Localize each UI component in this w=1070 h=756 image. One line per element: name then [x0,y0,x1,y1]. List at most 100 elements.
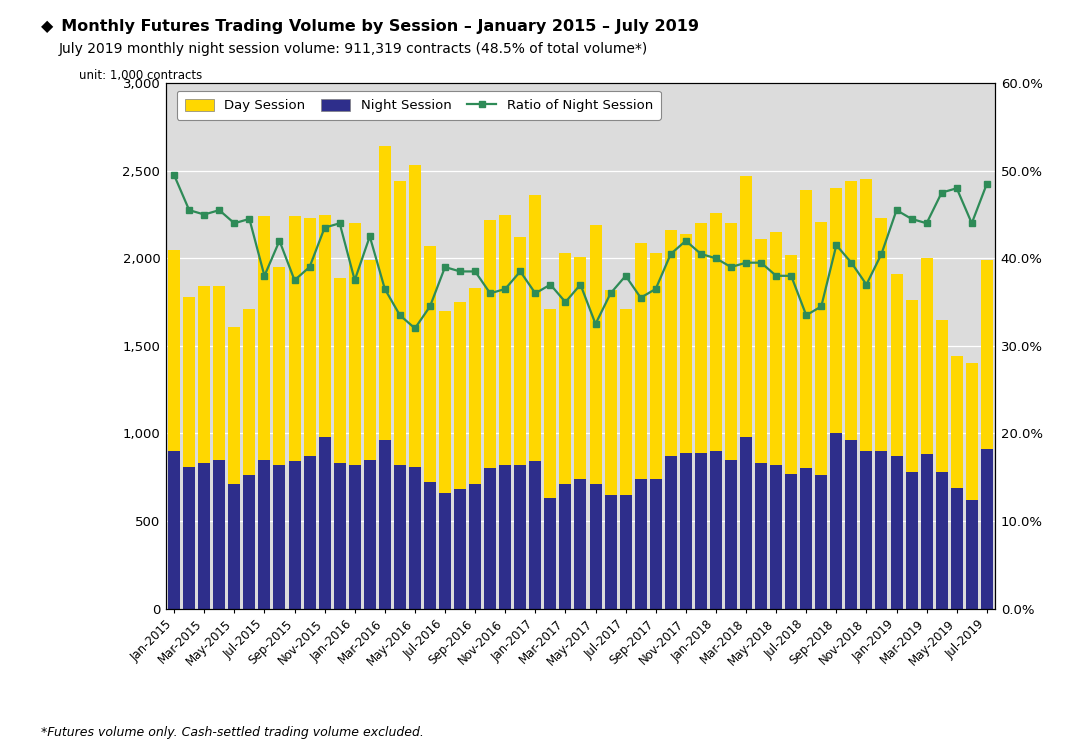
Bar [198,463,210,609]
Bar [213,460,226,609]
Bar [590,225,601,485]
Bar [920,454,933,609]
Bar [664,231,677,456]
Bar [649,253,661,479]
Bar [830,188,842,433]
Bar [845,441,857,609]
Bar [259,460,271,609]
Bar [545,309,556,498]
Bar [920,259,933,454]
Bar [183,466,195,609]
Bar [740,437,752,609]
Bar [725,223,737,460]
Bar [515,465,526,609]
Text: July 2019 monthly night session volume: 911,319 contracts (48.5% of total volume: July 2019 monthly night session volume: … [59,42,648,56]
Bar [770,465,782,609]
Bar [515,237,526,465]
Bar [620,309,631,494]
Bar [694,453,707,609]
Bar [935,320,948,472]
Bar [635,243,646,479]
Bar [469,485,482,609]
Bar [875,451,887,609]
Bar [469,288,482,485]
Bar [228,485,241,609]
Bar [905,472,918,609]
Bar [454,302,467,489]
Bar [800,469,812,609]
Bar [319,215,331,437]
Bar [349,223,361,465]
Bar [530,461,541,609]
Text: ◆ Monthly Futures Trading Volume by Session – January 2015 – July 2019: ◆ Monthly Futures Trading Volume by Sess… [41,19,699,34]
Bar [409,466,421,609]
Bar [981,449,993,609]
Bar [770,232,782,465]
Legend: Day Session, Night Session, Ratio of Night Session: Day Session, Night Session, Ratio of Nig… [177,91,661,120]
Text: *Futures volume only. Cash-settled trading volume excluded.: *Futures volume only. Cash-settled tradi… [41,727,424,739]
Bar [605,290,616,494]
Bar [785,255,797,474]
Bar [243,476,256,609]
Bar [394,465,406,609]
Bar [679,453,692,609]
Bar [394,181,406,465]
Bar [951,356,963,488]
Bar [168,451,180,609]
Bar [575,479,586,609]
Bar [500,215,511,465]
Bar [890,274,902,456]
Bar [709,212,722,451]
Bar [289,461,301,609]
Bar [575,256,586,479]
Bar [755,463,767,609]
Bar [409,166,421,466]
Bar [379,146,391,441]
Bar [815,222,827,476]
Bar [439,311,452,493]
Bar [590,485,601,609]
Bar [319,437,331,609]
Bar [304,218,316,456]
Bar [966,500,978,609]
Bar [334,277,346,463]
Bar [649,479,661,609]
Bar [379,441,391,609]
Bar [966,364,978,500]
Bar [620,494,631,609]
Bar [860,179,872,451]
Bar [500,465,511,609]
Bar [694,223,707,453]
Bar [289,216,301,461]
Bar [905,300,918,472]
Bar [424,246,435,482]
Bar [605,494,616,609]
Bar [454,489,467,609]
Bar [845,181,857,441]
Bar [664,456,677,609]
Bar [785,474,797,609]
Bar [725,460,737,609]
Bar [304,456,316,609]
Bar [860,451,872,609]
Bar [213,287,226,460]
Bar [951,488,963,609]
Bar [890,456,902,609]
Bar [635,479,646,609]
Bar [349,465,361,609]
Text: unit: 1,000 contracts: unit: 1,000 contracts [79,69,202,82]
Bar [755,239,767,463]
Bar [274,267,286,465]
Bar [364,460,376,609]
Bar [560,253,571,485]
Bar [228,327,241,485]
Bar [530,195,541,461]
Bar [560,485,571,609]
Bar [815,476,827,609]
Bar [875,218,887,451]
Bar [424,482,435,609]
Bar [334,463,346,609]
Bar [183,297,195,466]
Bar [274,465,286,609]
Bar [545,498,556,609]
